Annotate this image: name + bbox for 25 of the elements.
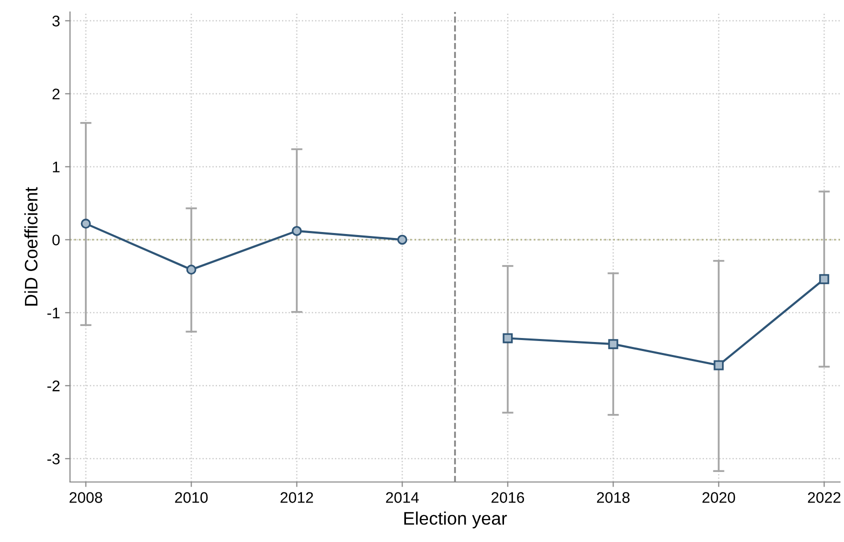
point (608, 339, 618, 350)
x-tick-label: 2020 (702, 492, 736, 503)
x-tick-label: 2018 (596, 492, 630, 503)
point (397, 234, 408, 245)
x-axis-title: Election year (404, 512, 507, 528)
x-tick-label: 2022 (808, 492, 840, 503)
point (186, 264, 196, 275)
x-tick-label: 2014 (386, 492, 419, 503)
y-tick-label: -3 (47, 454, 60, 464)
y-tick-label: 0 (52, 234, 60, 246)
point (819, 274, 830, 284)
y-tick-label: 3 (52, 16, 60, 26)
y-tick-label: 1 (52, 162, 60, 172)
x-tick-label: 2008 (70, 492, 102, 503)
point (292, 226, 302, 236)
y-tick-label: 2 (52, 88, 60, 100)
x-tick-label: 2012 (280, 492, 314, 503)
x-tick-label: 2010 (175, 492, 208, 503)
y-axis-title: DiD Coefficient (24, 187, 38, 306)
y-tick-label: -1 (47, 308, 60, 318)
y-tick-label: -2 (47, 380, 60, 392)
point (502, 333, 513, 344)
x-tick-label: 2016 (492, 492, 524, 503)
point (80, 218, 91, 229)
point (714, 360, 724, 370)
